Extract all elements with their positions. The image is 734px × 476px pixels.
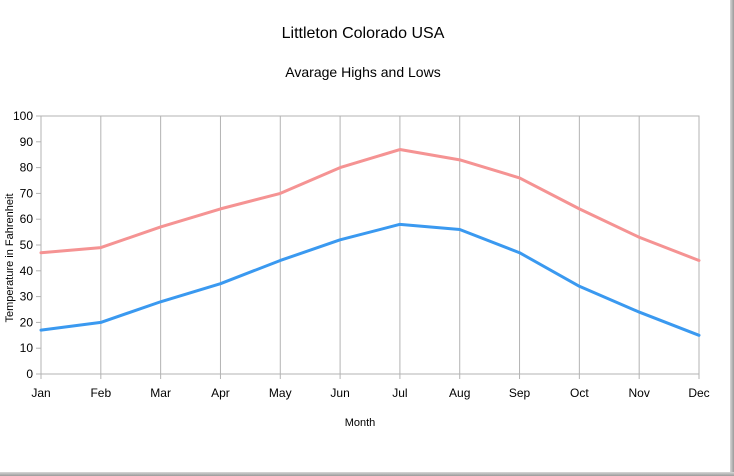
y-axis-label: Temperature in Fahrenheit: [4, 193, 16, 322]
frame-shadow-right: [730, 0, 734, 476]
y-tick-label-80: 80: [20, 161, 34, 175]
x-tick-label-jun: Jun: [330, 386, 349, 400]
lows-series-line: [39, 222, 701, 337]
y-tick-label-40: 40: [20, 264, 34, 278]
chart-subtitle: Avarage Highs and Lows: [285, 64, 440, 80]
x-tick-label-dec: Dec: [688, 386, 709, 400]
axis-layer: [36, 115, 700, 379]
chart-title: Littleton Colorado USA: [282, 25, 445, 42]
y-tick-label-60: 60: [20, 212, 34, 226]
plot-area-border: [40, 115, 700, 375]
x-tick-label-apr: Apr: [211, 386, 230, 400]
x-tick-label-jul: Jul: [392, 386, 407, 400]
x-tick-label-nov: Nov: [629, 386, 650, 400]
grid-layer: [40, 116, 700, 374]
x-tick-label-mar: Mar: [150, 386, 171, 400]
x-tick-label-jan: Jan: [31, 386, 50, 400]
y-tick-label-100: 100: [13, 109, 33, 123]
x-axis-label: Month: [345, 417, 376, 429]
x-tick-label-sep: Sep: [509, 386, 531, 400]
x-tick-label-feb: Feb: [90, 386, 111, 400]
y-tick-label-70: 70: [20, 186, 34, 200]
highs-series-line: [39, 148, 701, 262]
y-tick-label-20: 20: [20, 315, 34, 329]
y-tick-label-0: 0: [26, 367, 33, 381]
y-tick-label-50: 50: [20, 238, 34, 252]
tick-labels: 0 10 20 30 40 50 60 70 80 90 100 Jan Feb Mar Apr May Jun…: [13, 109, 710, 400]
frame-shadow-bottom: [0, 472, 734, 476]
series-layer: [39, 148, 701, 337]
x-tick-label-may: May: [269, 386, 292, 400]
y-tick-label-30: 30: [20, 290, 34, 304]
y-tick-label-90: 90: [20, 135, 34, 149]
x-tick-label-oct: Oct: [570, 386, 589, 400]
y-tick-label-10: 10: [20, 341, 34, 355]
x-tick-label-aug: Aug: [449, 386, 470, 400]
